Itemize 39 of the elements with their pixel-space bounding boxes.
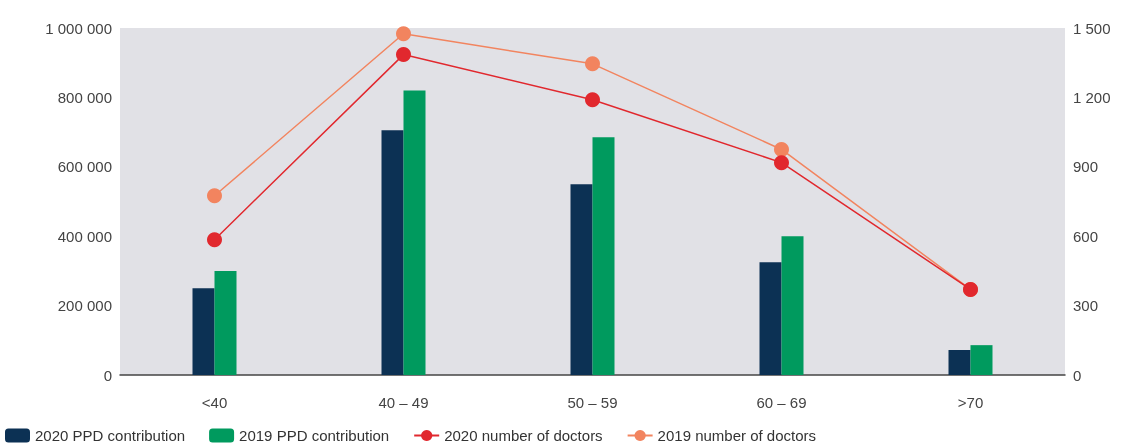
- point: [207, 188, 222, 204]
- y-tick-label: 1 000 000: [45, 19, 112, 37]
- legend-label: 2019 number of doctors: [657, 427, 817, 444]
- y-tick-label: 0: [103, 366, 112, 384]
- y2-tick-label: 900: [1073, 158, 1099, 176]
- point: [774, 141, 789, 157]
- y2-tick-label: 600: [1073, 227, 1099, 245]
- point: [396, 47, 411, 63]
- x-tick-label: >70: [957, 394, 984, 411]
- bar: [192, 288, 215, 375]
- x-tick-label: 50 – 59: [567, 394, 618, 411]
- y-tick-label: 200 000: [57, 297, 112, 315]
- point: [585, 56, 600, 72]
- legend-label: 2019 PPD contribution: [239, 427, 390, 444]
- legend-label: 2020 number of doctors: [444, 427, 603, 444]
- legend-label: 2020 PPD contribution: [35, 427, 186, 444]
- bar: [948, 350, 971, 375]
- bar: [214, 270, 237, 375]
- x-tick-label: <40: [201, 394, 228, 411]
- y-tick-label: 600 000: [57, 158, 112, 176]
- point: [585, 92, 600, 108]
- x-tick-label: 40 – 49: [378, 394, 429, 411]
- bar: [570, 184, 593, 375]
- y2-tick-label: 1 200: [1073, 88, 1111, 106]
- x-tick-label: 60 – 69: [756, 394, 807, 411]
- point: [207, 232, 222, 248]
- point: [396, 26, 411, 42]
- y-tick-label: 800 000: [57, 88, 112, 106]
- bar: [381, 130, 404, 375]
- y2-tick-label: 0: [1073, 366, 1082, 384]
- point: [774, 155, 789, 171]
- y2-tick-label: 1 500: [1073, 19, 1111, 37]
- bar: [970, 345, 993, 375]
- bar: [403, 90, 426, 375]
- y2-tick-label: 300: [1073, 297, 1099, 315]
- bar: [592, 137, 615, 375]
- y-tick-label: 400 000: [57, 227, 112, 245]
- bar: [759, 262, 782, 375]
- bar: [781, 236, 804, 375]
